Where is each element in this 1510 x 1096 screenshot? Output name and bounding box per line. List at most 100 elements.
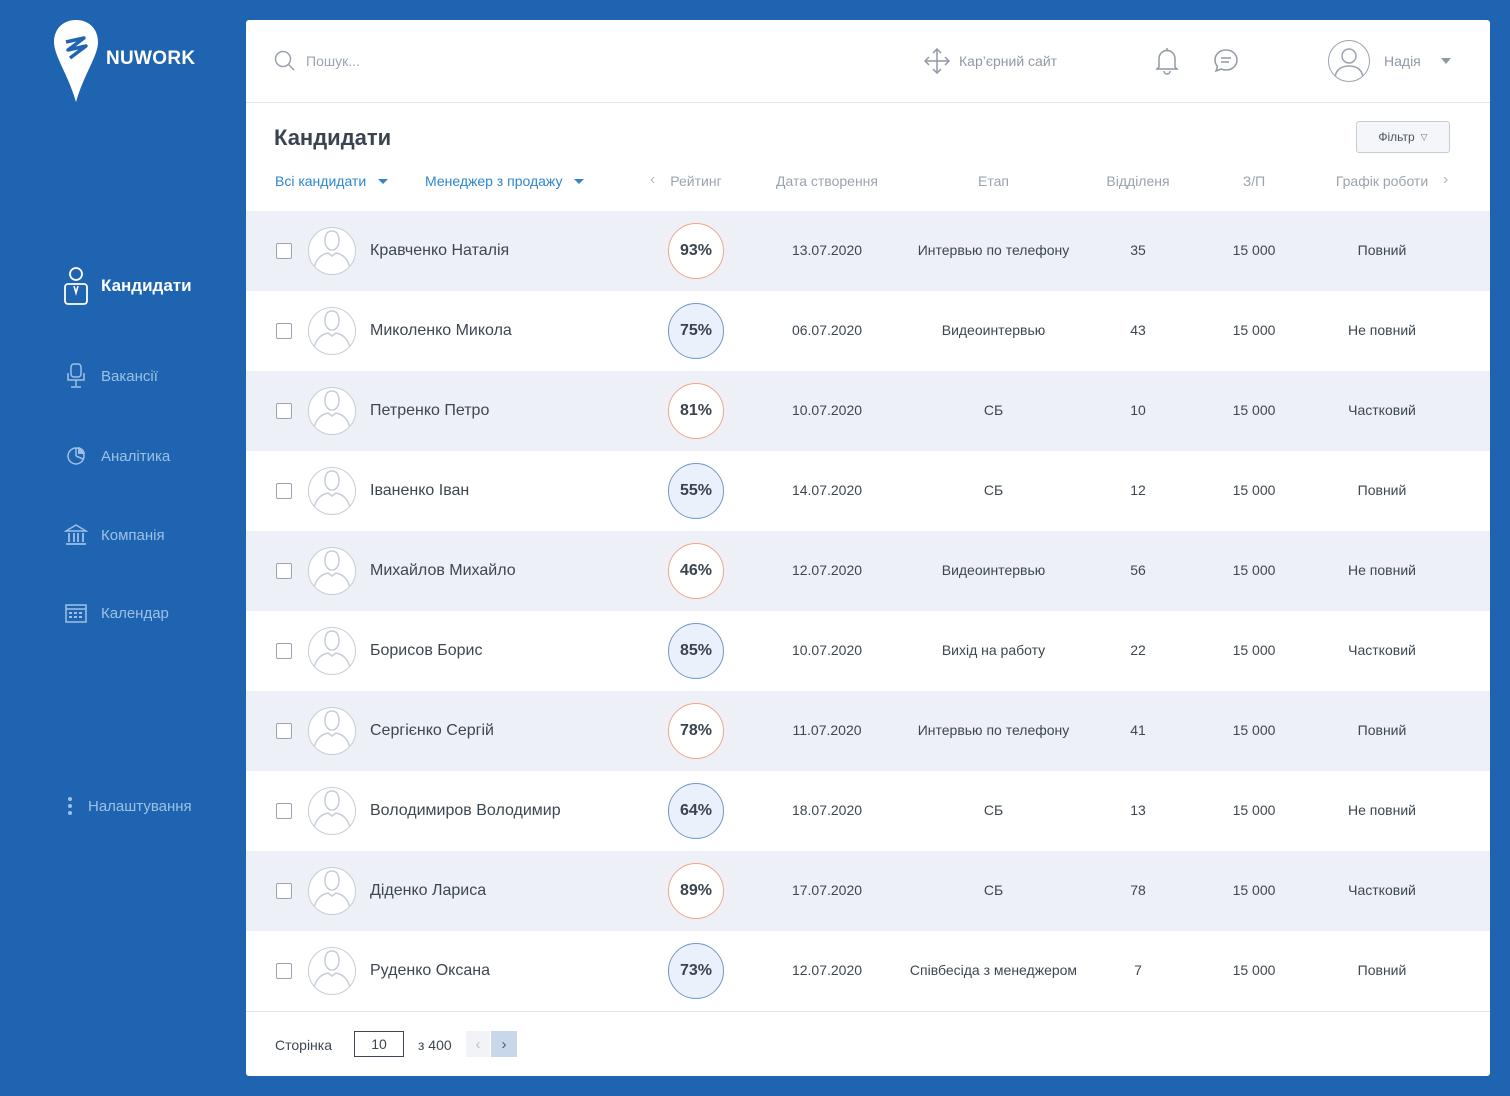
table-row[interactable]: Діденко Лариса 89% 17.07.2020 СБ 78 15 000 Час… xyxy=(246,851,1490,931)
candidate-name[interactable]: Миколенко Микола xyxy=(370,322,512,339)
table-row[interactable]: Борисов Борис 85% 10.07.2020 Вихід на работ… xyxy=(246,611,1490,691)
column-header-created[interactable]: Дата створення xyxy=(776,173,878,189)
salary: 15 000 xyxy=(1232,882,1276,898)
user-icon xyxy=(309,948,355,994)
sidebar-item-company[interactable]: Компанія xyxy=(62,521,165,549)
row-checkbox[interactable] xyxy=(276,643,292,659)
department: 22 xyxy=(1130,642,1146,658)
prev-page-button[interactable]: ‹ xyxy=(466,1031,490,1057)
stage: Интервью по телефону xyxy=(917,722,1070,738)
sidebar-item-analytics[interactable]: Аналітика xyxy=(62,442,170,470)
candidate-name[interactable]: Петренко Петро xyxy=(370,402,490,419)
row-checkbox[interactable] xyxy=(276,723,292,739)
rating-badge: 55% xyxy=(668,463,724,519)
candidate-name[interactable]: Михайлов Михайло xyxy=(370,562,516,579)
user-icon xyxy=(1334,48,1364,80)
rating-badge: 89% xyxy=(668,863,724,919)
page-title: Кандидати xyxy=(274,125,392,150)
next-page-button[interactable]: › xyxy=(491,1031,517,1057)
candidate-avatar xyxy=(308,627,356,675)
user-icon xyxy=(309,868,355,914)
table-row[interactable]: Руденко Оксана 73% 12.07.2020 Співбесіда з … xyxy=(246,931,1490,1011)
career-site-link[interactable]: Кар’єрний сайт xyxy=(924,48,1057,74)
column-header-stage[interactable]: Етап xyxy=(978,173,1009,189)
schedule: Повний xyxy=(1357,242,1407,258)
sidebar-item-vacancies[interactable]: Вакансії xyxy=(62,362,158,390)
sidebar-item-label: Вакансії xyxy=(101,367,158,385)
column-header-department[interactable]: Відділеня xyxy=(1106,173,1170,189)
row-checkbox[interactable] xyxy=(276,483,292,499)
sidebar-item-label: Календар xyxy=(101,604,169,622)
candidate-name[interactable]: Руденко Оксана xyxy=(370,962,490,979)
stage: СБ xyxy=(983,402,1004,418)
table-row[interactable]: Сергієнко Сергій 78% 11.07.2020 Интервью по… xyxy=(246,691,1490,771)
column-header-salary[interactable]: З/П xyxy=(1242,173,1266,189)
sidebar-item-label: Аналітика xyxy=(101,447,171,465)
table-row[interactable]: Петренко Петро 81% 10.07.2020 СБ 10 15 000 Час… xyxy=(246,371,1490,451)
salary: 15 000 xyxy=(1232,642,1276,658)
schedule: Повний xyxy=(1357,482,1407,498)
filter-label: Фільтр xyxy=(1378,130,1415,144)
table-row[interactable]: Володимиров Володимир 64% 18.07.2020 СБ 13 15… xyxy=(246,771,1490,851)
notifications-button[interactable] xyxy=(1154,47,1180,80)
row-checkbox[interactable] xyxy=(276,963,292,979)
scroll-columns-right-icon[interactable]: › xyxy=(1443,171,1449,188)
row-checkbox[interactable] xyxy=(276,563,292,579)
user-menu[interactable]: Надія xyxy=(1328,40,1451,82)
row-checkbox[interactable] xyxy=(276,883,292,899)
salary: 15 000 xyxy=(1232,482,1276,498)
candidate-name[interactable]: Діденко Лариса xyxy=(370,882,487,899)
candidate-name[interactable]: Володимиров Володимир xyxy=(370,802,561,819)
table-row[interactable]: Кравченко Наталія 93% 13.07.2020 Интервью п… xyxy=(246,211,1490,291)
page-number-input[interactable]: 10 xyxy=(354,1031,404,1057)
schedule: Частковий xyxy=(1348,642,1416,658)
funnel-icon: ▽ xyxy=(1420,131,1428,142)
list-header: Кандидати Фільтр ▽ Всі кандидати Менедже… xyxy=(246,103,1490,211)
schedule: Повний xyxy=(1357,962,1407,978)
salary: 15 000 xyxy=(1232,562,1276,578)
created-date: 12.07.2020 xyxy=(791,562,863,578)
created-date: 17.07.2020 xyxy=(791,882,863,898)
candidate-avatar xyxy=(308,867,356,915)
schedule: Частковий xyxy=(1348,882,1416,898)
user-icon xyxy=(309,308,355,354)
sidebar-item-candidates[interactable]: Кандидати xyxy=(62,267,192,305)
manager-filter-dropdown[interactable]: Менеджер з продажу xyxy=(425,173,585,189)
created-date: 06.07.2020 xyxy=(791,322,863,338)
schedule: Частковий xyxy=(1348,402,1416,418)
column-header-rating[interactable]: Рейтинг xyxy=(670,173,722,189)
messages-button[interactable] xyxy=(1213,48,1239,79)
user-icon xyxy=(309,788,355,834)
candidates-filter-dropdown[interactable]: Всі кандидати xyxy=(275,173,389,189)
column-header-schedule[interactable]: Графік роботи xyxy=(1335,173,1429,189)
search-input[interactable]: Пошук... xyxy=(274,50,360,72)
table-row[interactable]: Миколенко Микола 75% 06.07.2020 Видеоинтерв… xyxy=(246,291,1490,371)
candidate-name[interactable]: Сергієнко Сергій xyxy=(370,722,494,739)
candidate-name[interactable]: Кравченко Наталія xyxy=(370,242,510,259)
schedule: Не повний xyxy=(1348,802,1416,818)
brand-logo[interactable]: NUWORK xyxy=(54,20,195,102)
rating-badge: 85% xyxy=(668,623,724,679)
chat-icon xyxy=(1214,49,1238,73)
filter-button[interactable]: Фільтр ▽ xyxy=(1356,121,1450,153)
table-row[interactable]: Михайлов Михайло 46% 12.07.2020 Видеоинтерв… xyxy=(246,531,1490,611)
user-icon xyxy=(309,388,355,434)
row-checkbox[interactable] xyxy=(276,803,292,819)
candidate-name[interactable]: Іваненко Іван xyxy=(370,482,470,499)
table-row[interactable]: Іваненко Іван 55% 14.07.2020 СБ 12 15 000 Повн… xyxy=(246,451,1490,531)
sidebar-item-settings[interactable]: Налаштування xyxy=(68,797,192,815)
building-icon xyxy=(62,521,90,549)
scroll-columns-left-icon[interactable]: ‹ xyxy=(650,171,656,188)
row-checkbox[interactable] xyxy=(276,323,292,339)
row-checkbox[interactable] xyxy=(276,243,292,259)
row-checkbox[interactable] xyxy=(276,403,292,419)
salary: 15 000 xyxy=(1232,962,1276,978)
search-icon xyxy=(274,50,295,71)
chevron-down-icon xyxy=(1440,58,1451,64)
sidebar-item-label: Кандидати xyxy=(101,276,192,295)
sidebar-item-calendar[interactable]: Календар xyxy=(62,599,169,627)
stage: Интервью по телефону xyxy=(917,242,1070,258)
salary: 15 000 xyxy=(1232,242,1276,258)
stage: СБ xyxy=(983,482,1004,498)
candidate-name[interactable]: Борисов Борис xyxy=(370,642,483,659)
